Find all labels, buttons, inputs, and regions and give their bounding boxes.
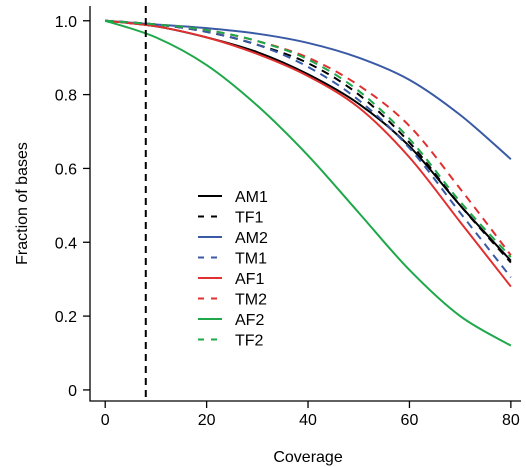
legend-label: TF2 — [235, 333, 264, 350]
y-tick-label: 0.2 — [55, 309, 77, 326]
x-tick-label: 20 — [198, 412, 216, 429]
series-line-tm2 — [105, 19, 512, 256]
series-line-tf2 — [105, 19, 512, 258]
y-tick-label: 1.0 — [55, 14, 77, 31]
y-tick-label: 0.6 — [55, 161, 77, 178]
y-tick-label: 0.4 — [55, 235, 77, 252]
legend-label: AM1 — [235, 189, 268, 206]
legend: AM1 TF1 AM2 TM1 AF1 TM2 AF2 TF2 — [198, 189, 268, 350]
x-tick-label: 0 — [101, 412, 110, 429]
y-tick-label: 0 — [68, 383, 77, 400]
series-line-tf1 — [105, 19, 512, 264]
y-axis-title: Fraction of bases — [14, 142, 31, 265]
series-line-af1 — [105, 19, 512, 288]
legend-label: AF1 — [235, 271, 264, 288]
legend-label: TM2 — [235, 292, 267, 309]
axes: 0 20 40 60 80 0 0.2 0.4 0.6 0.8 1.0 — [55, 6, 521, 429]
x-tick-label: 80 — [502, 412, 520, 429]
series-line-am1 — [105, 19, 512, 262]
series-lines — [104, 19, 512, 347]
y-tick-label: 0.8 — [55, 88, 77, 105]
legend-label: AM2 — [235, 230, 268, 247]
series-line-am2 — [105, 19, 512, 160]
legend-label: TF1 — [235, 210, 264, 227]
legend-label: TM1 — [235, 251, 267, 268]
legend-label: AF2 — [235, 312, 264, 329]
axis-frame — [89, 6, 521, 402]
x-tick-label: 40 — [299, 412, 317, 429]
series-line-af2 — [104, 19, 512, 347]
x-tick-label: 60 — [401, 412, 419, 429]
series-line-tm1 — [105, 19, 512, 278]
x-axis-title: Coverage — [273, 449, 342, 466]
